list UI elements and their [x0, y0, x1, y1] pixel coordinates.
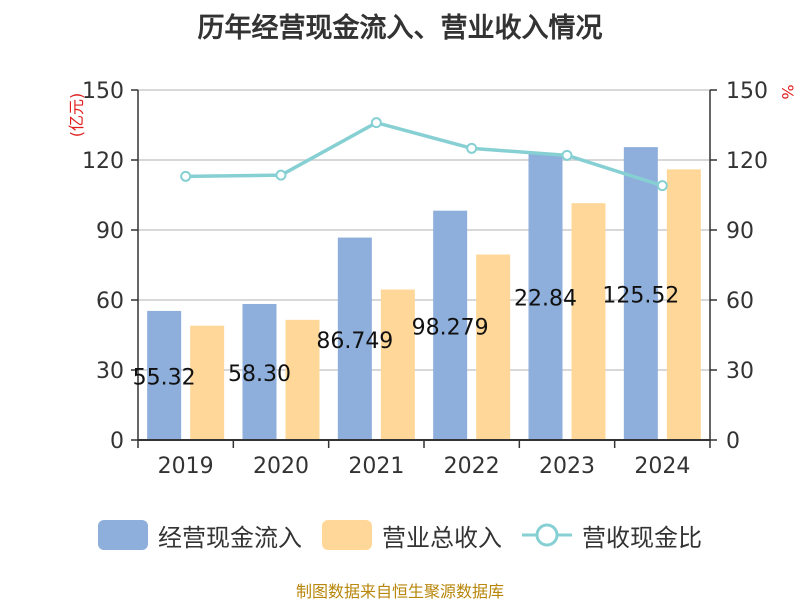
left-axis-tick-label: 120	[82, 149, 124, 174]
legend-label-ratio: 营收现金比	[582, 523, 702, 552]
data-labels-group: 55.32 58.30 86.749 98.279 22.84 125.52	[133, 284, 680, 391]
chart-plot: 0 30 60 90 120 150 0 30 60 90 120 150 2019 2020 2021 20…	[67, 79, 797, 479]
ratio-point	[370, 117, 382, 129]
left-axis-tick-label: 150	[82, 79, 124, 104]
bar-cash-inflow	[337, 237, 372, 440]
bar-revenue	[571, 203, 606, 440]
ratio-point	[561, 149, 573, 161]
ratio-line	[185, 120, 663, 188]
data-label-cash-inflow: 22.84	[514, 287, 577, 312]
legend-swatch-revenue	[322, 520, 372, 550]
right-axis-tick-label: 120	[726, 149, 768, 174]
data-label-cash-inflow: 55.32	[133, 365, 196, 390]
left-axis-tick-label: 60	[96, 289, 124, 314]
right-axis-tick-label: 30	[726, 359, 754, 384]
left-axis-tick-label: 30	[96, 359, 124, 384]
legend-swatch-ratio	[522, 523, 572, 547]
chart-title: 历年经营现金流入、营业收入情况	[197, 13, 603, 44]
bar-revenue	[380, 289, 415, 440]
x-axis-tick-label: 2023	[539, 454, 595, 479]
legend: 经营现金流入 营业总收入 营收现金比	[0, 517, 800, 553]
data-label-cash-inflow: 98.279	[412, 315, 489, 340]
x-axis-tick-label: 2019	[158, 454, 214, 479]
ratio-line-group	[180, 117, 668, 192]
legend-swatch-cash-inflow	[98, 520, 148, 550]
ratio-point	[180, 170, 192, 182]
x-axis-tick-label: 2024	[634, 454, 690, 479]
left-axis-tick-label: 90	[96, 219, 124, 244]
bars-group	[147, 147, 701, 441]
legend-label-revenue: 营业总收入	[382, 523, 502, 552]
right-axis-unit: %	[778, 84, 797, 99]
bar-revenue	[666, 169, 701, 441]
source-note: 制图数据来自恒生聚源数据库	[295, 582, 504, 601]
data-label-cash-inflow: 125.52	[602, 284, 679, 309]
data-label-cash-inflow: 58.30	[228, 362, 291, 387]
axes-group: 0 30 60 90 120 150 0 30 60 90 120 150 2019 2020 2021 20…	[82, 79, 768, 479]
bar-cash-inflow	[528, 153, 563, 440]
ratio-point	[275, 169, 287, 181]
ratio-point	[656, 180, 668, 192]
bar-revenue	[476, 254, 511, 440]
grid-lines	[138, 89, 710, 371]
legend-label-cash-inflow: 经营现金流入	[158, 523, 302, 552]
bar-cash-inflow	[242, 303, 277, 440]
data-label-cash-inflow: 86.749	[316, 329, 393, 354]
bar-revenue	[190, 325, 225, 440]
left-axis-tick-label: 0	[110, 429, 124, 454]
x-axis-tick-label: 2022	[444, 454, 500, 479]
right-axis-tick-label: 0	[726, 429, 740, 454]
right-axis-tick-label: 60	[726, 289, 754, 314]
legend-item-revenue: 营业总收入	[322, 517, 502, 553]
right-axis-tick-label: 150	[726, 79, 768, 104]
x-axis-tick-label: 2020	[253, 454, 309, 479]
x-axis-tick-label: 2021	[348, 454, 404, 479]
bar-cash-inflow	[433, 210, 468, 440]
left-axis-unit: (亿元)	[67, 93, 86, 138]
bar-cash-inflow	[623, 147, 658, 440]
ratio-point	[466, 142, 478, 154]
legend-item-ratio: 营收现金比	[522, 517, 702, 553]
legend-item-cash-inflow: 经营现金流入	[98, 517, 302, 553]
bar-cash-inflow	[147, 310, 182, 440]
bar-revenue	[285, 319, 320, 440]
right-axis-tick-label: 90	[726, 219, 754, 244]
